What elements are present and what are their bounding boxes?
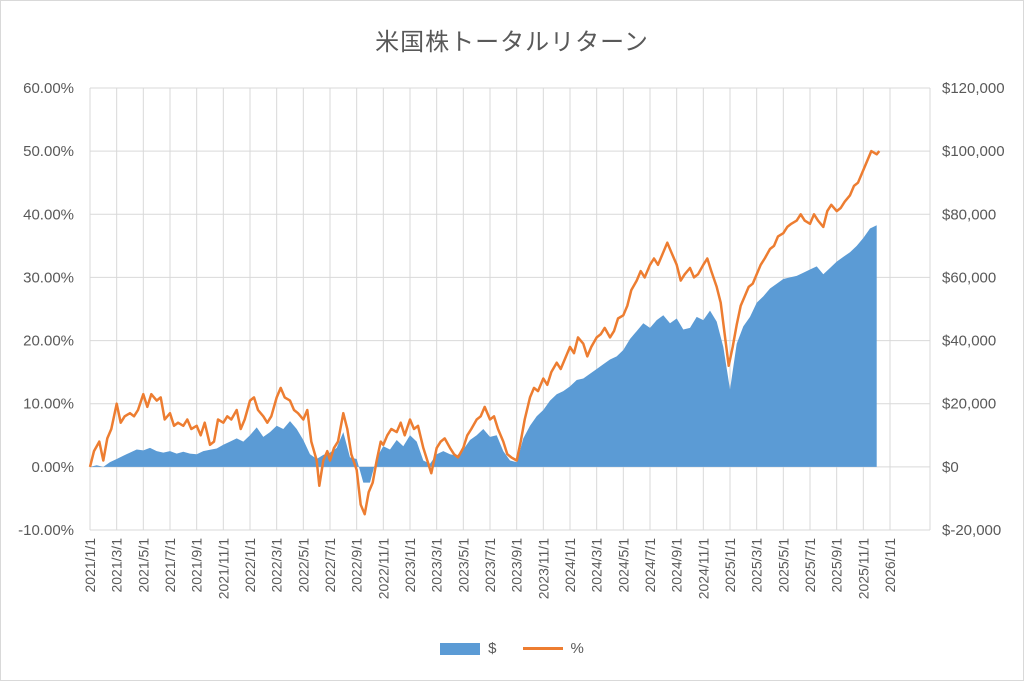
y-right-tick-label: $-20,000 <box>942 522 1001 539</box>
legend-item-dollar: $ <box>440 640 497 657</box>
x-tick-label: 2025/11/1 <box>855 538 871 599</box>
x-tick-label: 2024/1/1 <box>562 538 578 593</box>
x-tick-label: 2021/3/1 <box>109 538 125 593</box>
y-left-tick-label: 40.00% <box>23 206 74 223</box>
x-tick-label: 2021/1/1 <box>82 538 98 593</box>
x-tick-label: 2024/7/1 <box>642 538 658 593</box>
x-tick-label: 2023/9/1 <box>509 538 525 593</box>
legend-label-percent: % <box>570 640 584 657</box>
y-left-tick-label: 20.00% <box>23 333 74 350</box>
y-left-tick-label: 10.00% <box>23 396 74 413</box>
legend-swatch-area <box>440 642 481 655</box>
x-tick-label: 2023/1/1 <box>402 538 418 593</box>
chart-title: 米国株トータルリターン <box>375 28 649 56</box>
x-tick-label: 2024/3/1 <box>589 538 605 593</box>
x-tick-label: 2024/11/1 <box>695 538 711 599</box>
percent-line <box>88 149 881 516</box>
y-right-tick-label: $120,000 <box>942 80 1005 97</box>
y-left-tick-label: -10.00% <box>18 522 74 539</box>
x-tick-label: 2021/9/1 <box>189 538 205 593</box>
x-tick-label: 2023/5/1 <box>455 538 471 593</box>
y-right-tick-label: $60,000 <box>942 269 996 286</box>
y-right-tick-label: $100,000 <box>942 143 1005 160</box>
x-tick-label: 2025/3/1 <box>749 538 765 593</box>
x-tick-label: 2023/7/1 <box>482 538 498 593</box>
legend-item-percent: % <box>522 640 584 657</box>
x-tick-label: 2022/5/1 <box>295 538 311 593</box>
x-tick-label: 2024/5/1 <box>615 538 631 593</box>
x-tick-label: 2025/1/1 <box>722 538 738 593</box>
x-tick-label: 2021/7/1 <box>162 538 178 593</box>
y-left-tick-label: 30.00% <box>23 269 74 286</box>
y-axis-left-labels: 60.00% 50.00% 40.00% 30.00% 20.00% 10.00% 0.00… <box>18 80 74 539</box>
y-right-tick-label: $20,000 <box>942 396 996 413</box>
x-tick-label: 2025/7/1 <box>802 538 818 593</box>
y-left-tick-label: 50.00% <box>23 143 74 160</box>
y-right-tick-label: $0 <box>942 459 959 476</box>
x-tick-label: 2023/11/1 <box>535 538 551 599</box>
y-axis-right-labels: $120,000 $100,000 $80,000 $60,000 $40,000 $20… <box>942 80 1005 539</box>
y-left-tick-label: 0.00% <box>31 459 74 476</box>
x-tick-label: 2025/5/1 <box>775 538 791 593</box>
x-tick-label: 2026/1/1 <box>882 538 898 593</box>
x-tick-label: 2022/7/1 <box>322 538 338 593</box>
x-tick-label: 2022/9/1 <box>349 538 365 593</box>
x-tick-label: 2021/11/1 <box>215 538 231 599</box>
x-tick-label: 2022/1/1 <box>242 538 258 593</box>
x-tick-label: 2024/9/1 <box>669 538 685 593</box>
y-right-tick-label: $40,000 <box>942 333 996 350</box>
y-left-tick-label: 60.00% <box>23 80 74 97</box>
x-tick-label: 2023/3/1 <box>429 538 445 593</box>
legend-swatch-line <box>522 647 563 650</box>
x-tick-label: 2022/11/1 <box>375 538 391 599</box>
dollar-area-series <box>90 225 877 483</box>
x-axis-labels: 2021/1/1 2021/3/1 2021/5/1 2021/7/1 2021/9/1… <box>82 538 898 599</box>
percent-line-series <box>88 149 881 516</box>
legend-label-dollar: $ <box>488 640 497 657</box>
x-tick-label: 2021/5/1 <box>135 538 151 593</box>
x-tick-label: 2025/9/1 <box>829 538 845 593</box>
x-tick-label: 2022/3/1 <box>269 538 285 593</box>
y-right-tick-label: $80,000 <box>942 206 996 223</box>
legend: $ % <box>0 640 1024 657</box>
dollar-area <box>90 225 877 483</box>
